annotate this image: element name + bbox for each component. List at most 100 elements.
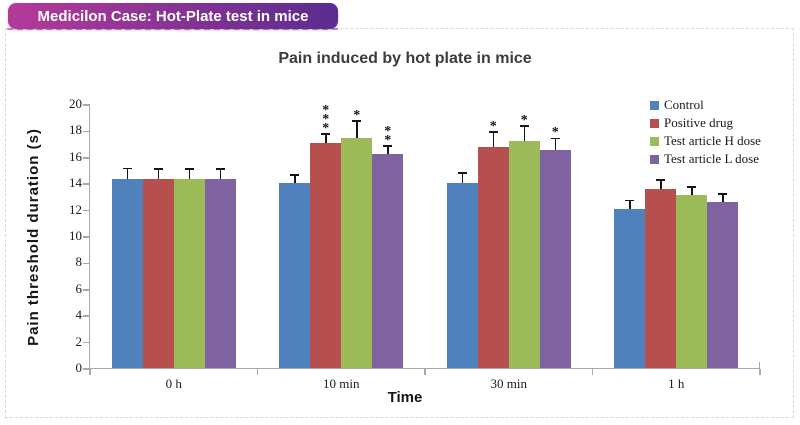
asterisk: *: [353, 107, 361, 123]
bar-control-30-min: [446, 182, 478, 369]
legend-label: Test article H dose: [664, 133, 761, 148]
asterisk: *: [322, 120, 330, 136]
error-bar-control-0-h: [126, 169, 128, 179]
error-bar-cap-test-article-h-dose-0-h: [184, 168, 194, 170]
error-bar-positive-drug-30-min: [492, 132, 494, 148]
y-tick-mark-0: [83, 368, 90, 370]
y-tick-label-16: 16: [69, 148, 82, 164]
x-tick-mark-2: [424, 369, 426, 375]
x-axis-line: [88, 367, 760, 369]
legend-item-positive-drug: Positive drug: [650, 114, 761, 132]
asterisk: *: [489, 118, 497, 134]
bar-test-article-l-dose-10-min: [372, 153, 404, 369]
y-tick-label-10: 10: [69, 228, 82, 243]
y-tick-label-2: 2: [75, 333, 83, 349]
bar-control-10-min: [279, 182, 311, 369]
x-tick-mark-1: [256, 369, 259, 375]
bar-test-article-l-dose-1-h: [707, 202, 739, 369]
x-tick-label-0-h: 0 h: [165, 376, 182, 391]
bar-test-article-l-dose-30-min: [539, 149, 571, 369]
asterisk: *: [551, 125, 559, 141]
error-bar-test-article-l-dose-0-h: [219, 169, 221, 179]
y-tick-label-6: 6: [75, 280, 83, 296]
y-tick-label-20: 20: [69, 96, 82, 111]
asterisk: *: [520, 112, 528, 128]
y-tick-mark-16: [83, 157, 90, 159]
bar-test-article-h-dose-0-h: [173, 178, 205, 369]
legend-swatch-icon: [650, 154, 659, 164]
y-tick-mark-4: [83, 315, 90, 317]
error-bar-cap-control-0-h: [122, 167, 132, 170]
error-bar-positive-drug-1-h: [660, 180, 662, 190]
bar-test-article-l-dose-0-h: [204, 178, 236, 369]
bar-positive-drug-1-h: [645, 189, 677, 369]
x-axis-end-tick: [758, 362, 760, 368]
y-tick-mark-14: [83, 183, 90, 185]
x-tick-mark-0: [89, 369, 91, 375]
bar-positive-drug-0-h: [142, 178, 174, 369]
y-tick-mark-12: [83, 209, 90, 212]
y-tick-label-14: 14: [69, 175, 82, 191]
x-tick-label-1-h: 1 h: [668, 376, 685, 391]
error-bar-test-article-l-dose-1-h: [722, 194, 724, 202]
legend-label: Control: [664, 97, 704, 112]
y-tick-mark-20: [83, 104, 90, 106]
error-bar-cap-positive-drug-30-min: [488, 131, 498, 133]
significance-positive-drug-30-min: *: [486, 118, 500, 134]
error-bar-test-article-h-dose-10-min: [356, 121, 358, 138]
legend-label: Test article L dose: [664, 151, 759, 166]
legend-swatch-icon: [650, 100, 659, 110]
bar-test-article-h-dose-30-min: [508, 140, 540, 369]
error-bar-cap-test-article-h-dose-30-min: [519, 125, 529, 127]
error-bar-cap-test-article-h-dose-10-min: [352, 120, 362, 122]
error-bar-test-article-h-dose-1-h: [691, 187, 693, 195]
error-bar-control-30-min: [461, 173, 463, 183]
error-bar-test-article-l-dose-30-min: [554, 139, 556, 150]
header-badge-label: Medicilon Case: Hot-Plate test in mice: [37, 7, 309, 25]
legend-swatch-icon: [650, 118, 659, 128]
y-tick-mark-10: [83, 236, 90, 238]
x-axis-title: Time: [387, 389, 423, 406]
error-bar-cap-test-article-l-dose-1-h: [718, 193, 728, 195]
error-bar-cap-test-article-l-dose-30-min: [550, 137, 560, 140]
error-bar-test-article-l-dose-10-min: [387, 146, 389, 154]
asterisk: *: [322, 102, 330, 118]
bar-test-article-h-dose-1-h: [676, 194, 708, 369]
error-bar-cap-control-1-h: [625, 199, 635, 202]
y-axis-line: [88, 104, 90, 370]
error-bar-control-1-h: [629, 201, 631, 210]
x-tick-mark-4: [759, 369, 761, 375]
legend-label: Positive drug: [664, 115, 733, 130]
chart-title: Pain induced by hot plate in mice: [278, 50, 532, 67]
error-bar-cap-test-article-l-dose-10-min: [383, 145, 393, 147]
error-bar-test-article-h-dose-30-min: [523, 126, 525, 141]
y-tick-label-18: 18: [69, 122, 82, 138]
error-bar-cap-control-30-min: [457, 172, 467, 174]
legend-item-control: Control: [650, 96, 761, 114]
significance-test-article-l-dose-10-min: * *: [381, 124, 395, 148]
error-bar-positive-drug-10-min: [325, 134, 327, 144]
legend-swatch-icon: [650, 136, 659, 146]
y-tick-label-0: 0: [75, 360, 83, 375]
error-bar-control-10-min: [294, 175, 296, 183]
bar-test-article-h-dose-10-min: [341, 138, 373, 369]
y-tick-mark-18: [83, 130, 90, 133]
bar-control-1-h: [614, 209, 646, 369]
bar-positive-drug-10-min: [310, 143, 342, 369]
error-bar-cap-positive-drug-10-min: [321, 133, 331, 135]
y-tick-mark-6: [83, 289, 90, 291]
significance-test-article-h-dose-30-min: *: [517, 112, 531, 128]
error-bar-positive-drug-0-h: [157, 169, 159, 179]
error-bar-cap-test-article-l-dose-0-h: [215, 168, 225, 170]
error-bar-cap-positive-drug-1-h: [656, 179, 666, 181]
x-tick-mark-3: [591, 369, 594, 375]
error-bar-test-article-h-dose-0-h: [188, 169, 190, 179]
y-tick-mark-2: [83, 341, 90, 344]
y-tick-label-12: 12: [69, 201, 82, 217]
legend: Control Positive drug Test article H dose T…: [650, 96, 761, 168]
legend-item-test-article-h-dose: Test article H dose: [650, 132, 761, 150]
legend-item-test-article-l-dose: Test article L dose: [650, 150, 761, 168]
significance-test-article-h-dose-10-min: *: [350, 107, 364, 123]
bar-control-0-h: [111, 178, 143, 369]
